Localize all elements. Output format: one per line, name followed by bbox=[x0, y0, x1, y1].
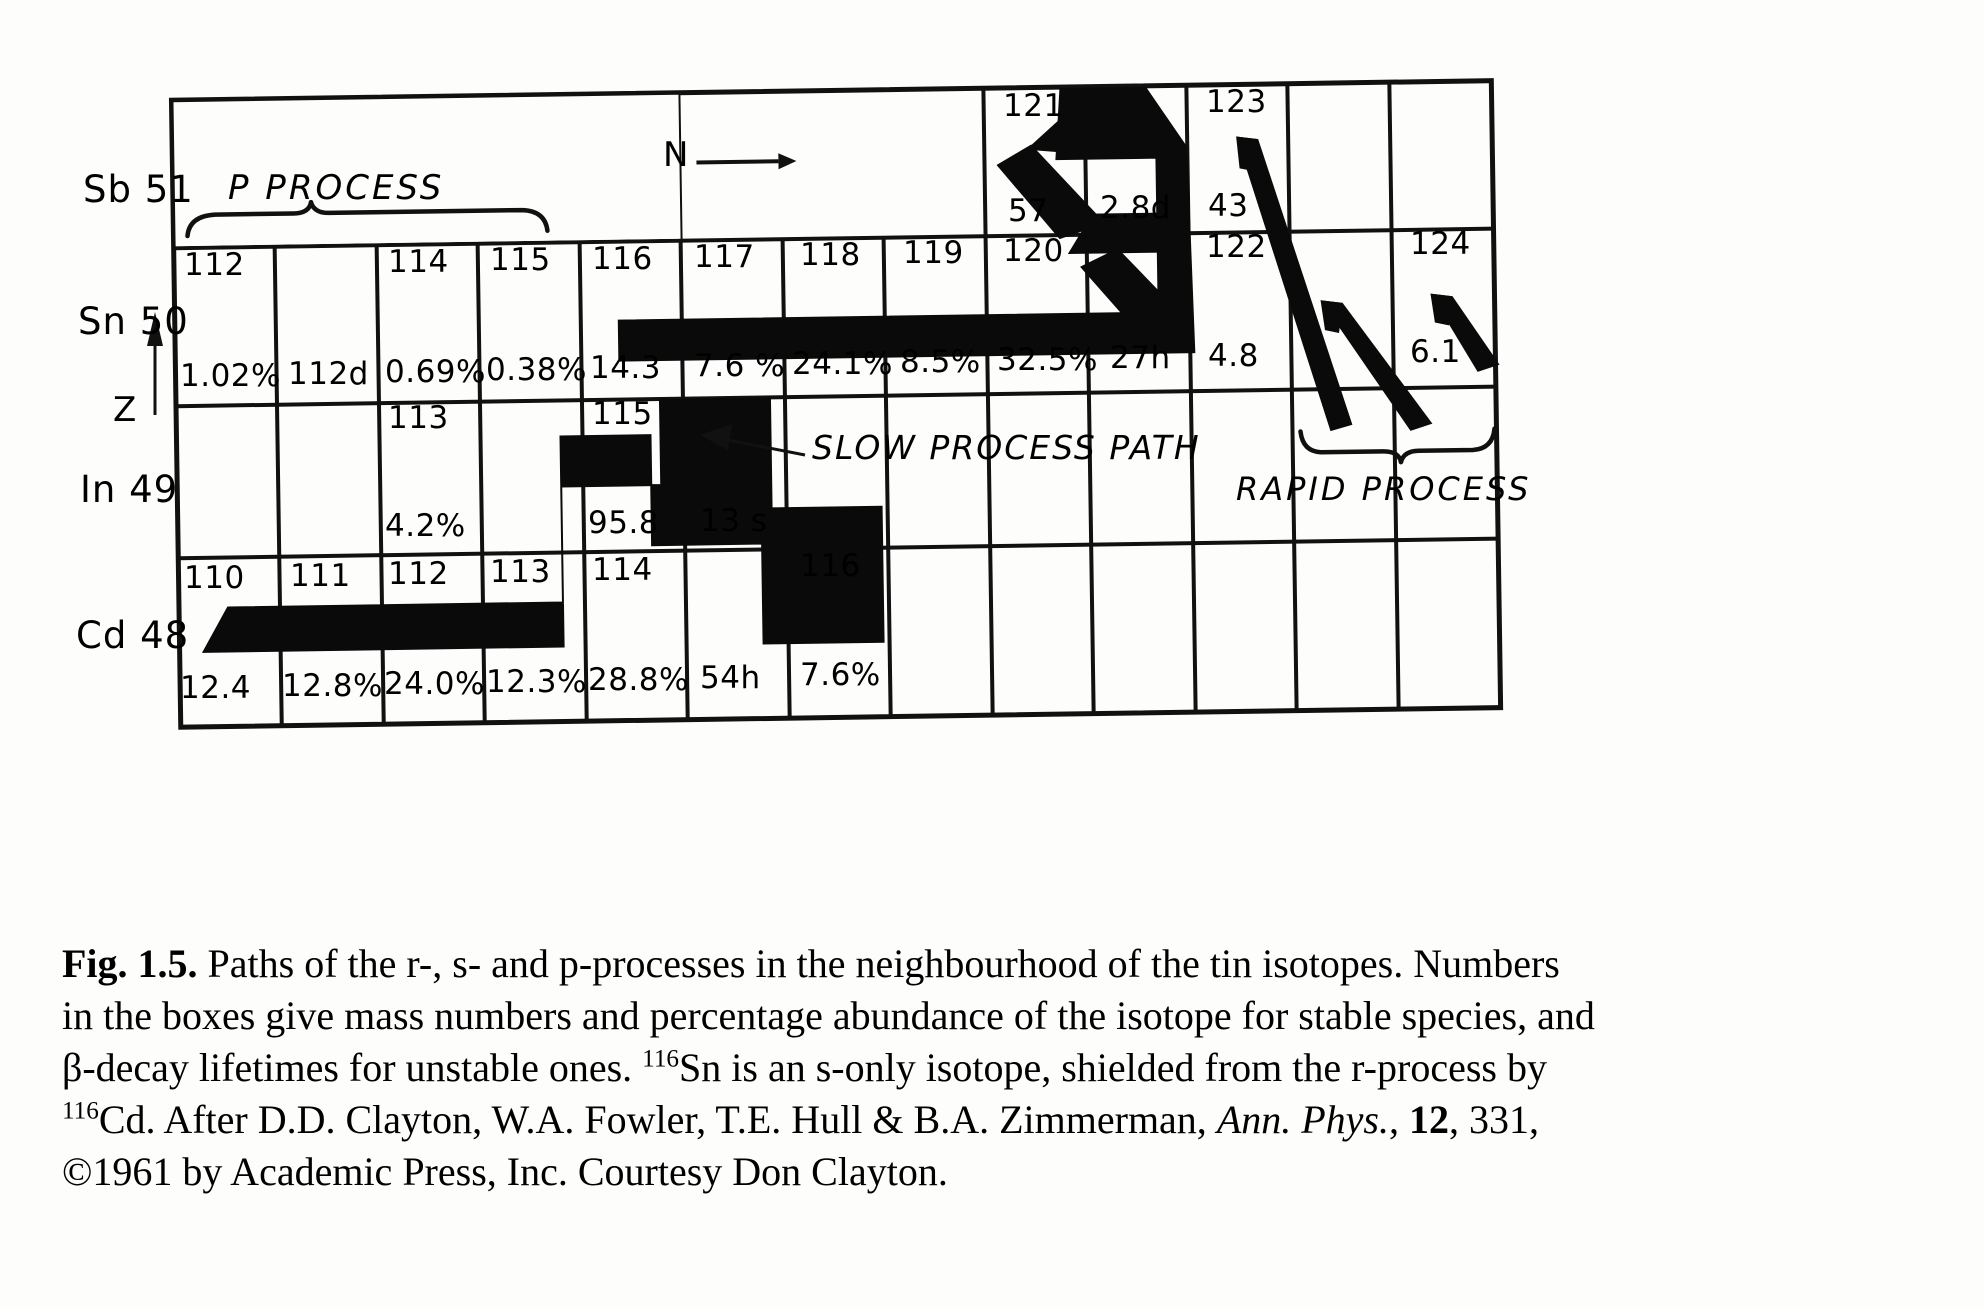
caption-line-1: Paths of the r-, s- and p-processes in t… bbox=[197, 941, 1560, 986]
cell-mass-cd-111: 111 bbox=[290, 558, 351, 594]
cell-value-sn-113: 112d bbox=[288, 356, 369, 392]
cell-value-in-116: 13 s bbox=[700, 503, 768, 539]
caption-line-4a: Cd. After D.D. Clayton, W.A. Fowler, T.E… bbox=[98, 1097, 1217, 1142]
cell-value-sn-124: 6.1 bbox=[1410, 334, 1461, 370]
cell-value-sb-121: 57 bbox=[1008, 193, 1049, 229]
cell-value-sn-119: 8.5% bbox=[900, 344, 981, 380]
cell-mass-sb-121: 121 bbox=[1003, 88, 1064, 124]
cell-value-sn-120: 32.5% bbox=[997, 342, 1098, 378]
caption-line-4b: , bbox=[1389, 1097, 1409, 1142]
figure-panel: Sb 51 Sn 50 In 49 Cd 48 Z N P PROCESS RA… bbox=[76, 78, 1532, 730]
rapid-process-arrows bbox=[1236, 136, 1500, 432]
caption-line-3b: Sn is an s-only isotope, shielded from t… bbox=[679, 1045, 1547, 1090]
slow-process-leader bbox=[700, 424, 806, 457]
row-label-sn: Sn 50 bbox=[78, 300, 189, 343]
axis-label-n: N bbox=[663, 135, 690, 175]
caption-figure-number: Fig. 1.5. bbox=[62, 941, 198, 986]
caption-line-3a: β-decay lifetimes for unstable ones. bbox=[62, 1045, 643, 1090]
cell-mass-sn-116: 116 bbox=[592, 241, 653, 277]
slow-process-path-line bbox=[201, 86, 1196, 653]
caption-line-4c: , 331, bbox=[1449, 1097, 1539, 1142]
cell-value-cd-114: 28.8% bbox=[588, 662, 689, 698]
n-axis-arrow bbox=[696, 153, 797, 170]
cell-mass-cd-116: 116 bbox=[800, 548, 861, 584]
cell-mass-in-115: 115 bbox=[592, 396, 653, 432]
caption-sup-116sn: 116 bbox=[642, 1045, 680, 1073]
cell-value-sn-118: 24.1% bbox=[792, 346, 893, 382]
cell-mass-cd-110: 110 bbox=[184, 560, 245, 596]
p-process-brace bbox=[185, 199, 550, 239]
caption-sup-116cd: 116 bbox=[62, 1097, 99, 1125]
row-label-in: In 49 bbox=[80, 468, 179, 511]
p-process-label: P PROCESS bbox=[228, 168, 445, 208]
cell-value-cd-113: 12.3% bbox=[486, 664, 587, 700]
rapid-process-label: RAPID PROCESS bbox=[1236, 470, 1532, 508]
cell-mass-sn-122: 122 bbox=[1206, 229, 1267, 265]
cell-mass-sn-112: 112 bbox=[184, 247, 245, 283]
cell-value-cd-110: 12.4 bbox=[180, 670, 252, 706]
cell-mass-sn-114: 114 bbox=[388, 244, 449, 280]
cell-value-in-115: 95.8 bbox=[588, 505, 660, 541]
row-label-cd: Cd 48 bbox=[76, 614, 190, 657]
row-label-sb: Sb 51 bbox=[83, 168, 194, 211]
cell-value-sb-122: 2.8d bbox=[1100, 190, 1171, 226]
cell-value-sn-112: 1.02% bbox=[180, 358, 281, 394]
cell-mass-in-113: 113 bbox=[388, 400, 449, 436]
cell-value-sn-114: 0.69% bbox=[385, 354, 486, 390]
cell-mass-sn-124: 124 bbox=[1410, 226, 1471, 262]
figure-caption: Fig. 1.5. Paths of the r-, s- and p-proc… bbox=[62, 938, 1942, 1198]
axis-label-z: Z bbox=[113, 390, 138, 430]
caption-line-2: in the boxes give mass numbers and perce… bbox=[62, 993, 1595, 1038]
cell-mass-sn-120: 120 bbox=[1003, 233, 1064, 269]
cell-value-sn-115: 0.38% bbox=[486, 352, 587, 388]
cell-mass-cd-113: 113 bbox=[490, 554, 551, 590]
cell-value-sn-116: 14.3 bbox=[590, 350, 662, 386]
cell-value-sn-122: 4.8 bbox=[1208, 338, 1259, 374]
cell-mass-sn-119: 119 bbox=[903, 235, 964, 271]
cell-value-sb-123: 43 bbox=[1208, 188, 1249, 224]
cell-mass-sn-115: 115 bbox=[490, 242, 551, 278]
z-axis-arrow bbox=[147, 312, 163, 415]
rapid-process-brace bbox=[1298, 426, 1497, 465]
cell-value-cd-115: 54h bbox=[700, 660, 761, 696]
nuclide-chart-grid bbox=[147, 78, 1504, 730]
cell-value-sn-117: 7.6 % bbox=[694, 348, 786, 384]
caption-line-5: ©1961 by Academic Press, Inc. Courtesy D… bbox=[62, 1149, 948, 1194]
caption-journal: Ann. Phys. bbox=[1216, 1097, 1389, 1142]
slow-process-label: SLOW PROCESS PATH bbox=[812, 428, 1201, 467]
cell-value-sn-121: 27h bbox=[1110, 340, 1171, 376]
cell-value-in-113: 4.2% bbox=[385, 508, 466, 544]
cell-value-cd-111: 12.8% bbox=[282, 668, 383, 704]
caption-volume: 12 bbox=[1409, 1097, 1449, 1142]
cell-mass-sn-117: 117 bbox=[694, 239, 755, 275]
cell-mass-sn-118: 118 bbox=[800, 237, 861, 273]
cell-mass-sb-123: 123 bbox=[1206, 84, 1267, 120]
cell-mass-cd-112: 112 bbox=[388, 556, 449, 592]
cell-mass-cd-114: 114 bbox=[592, 552, 653, 588]
cell-value-cd-112: 24.0% bbox=[384, 666, 485, 702]
cell-value-cd-116: 7.6% bbox=[800, 657, 881, 693]
